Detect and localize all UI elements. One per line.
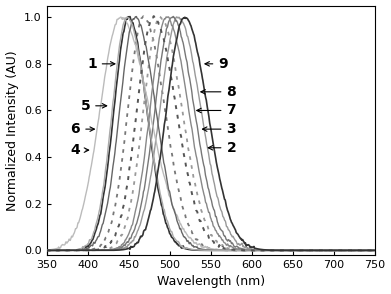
Text: 1: 1 — [87, 57, 115, 71]
Text: 8: 8 — [201, 85, 236, 99]
Text: 5: 5 — [81, 99, 107, 113]
Text: 7: 7 — [197, 103, 236, 118]
X-axis label: Wavelength (nm): Wavelength (nm) — [157, 275, 265, 288]
Y-axis label: Normalized Intensity (AU): Normalized Intensity (AU) — [5, 50, 18, 211]
Text: 4: 4 — [70, 143, 89, 157]
Text: 6: 6 — [71, 122, 94, 136]
Text: 9: 9 — [205, 57, 228, 71]
Text: 3: 3 — [203, 122, 236, 136]
Text: 2: 2 — [208, 141, 236, 155]
